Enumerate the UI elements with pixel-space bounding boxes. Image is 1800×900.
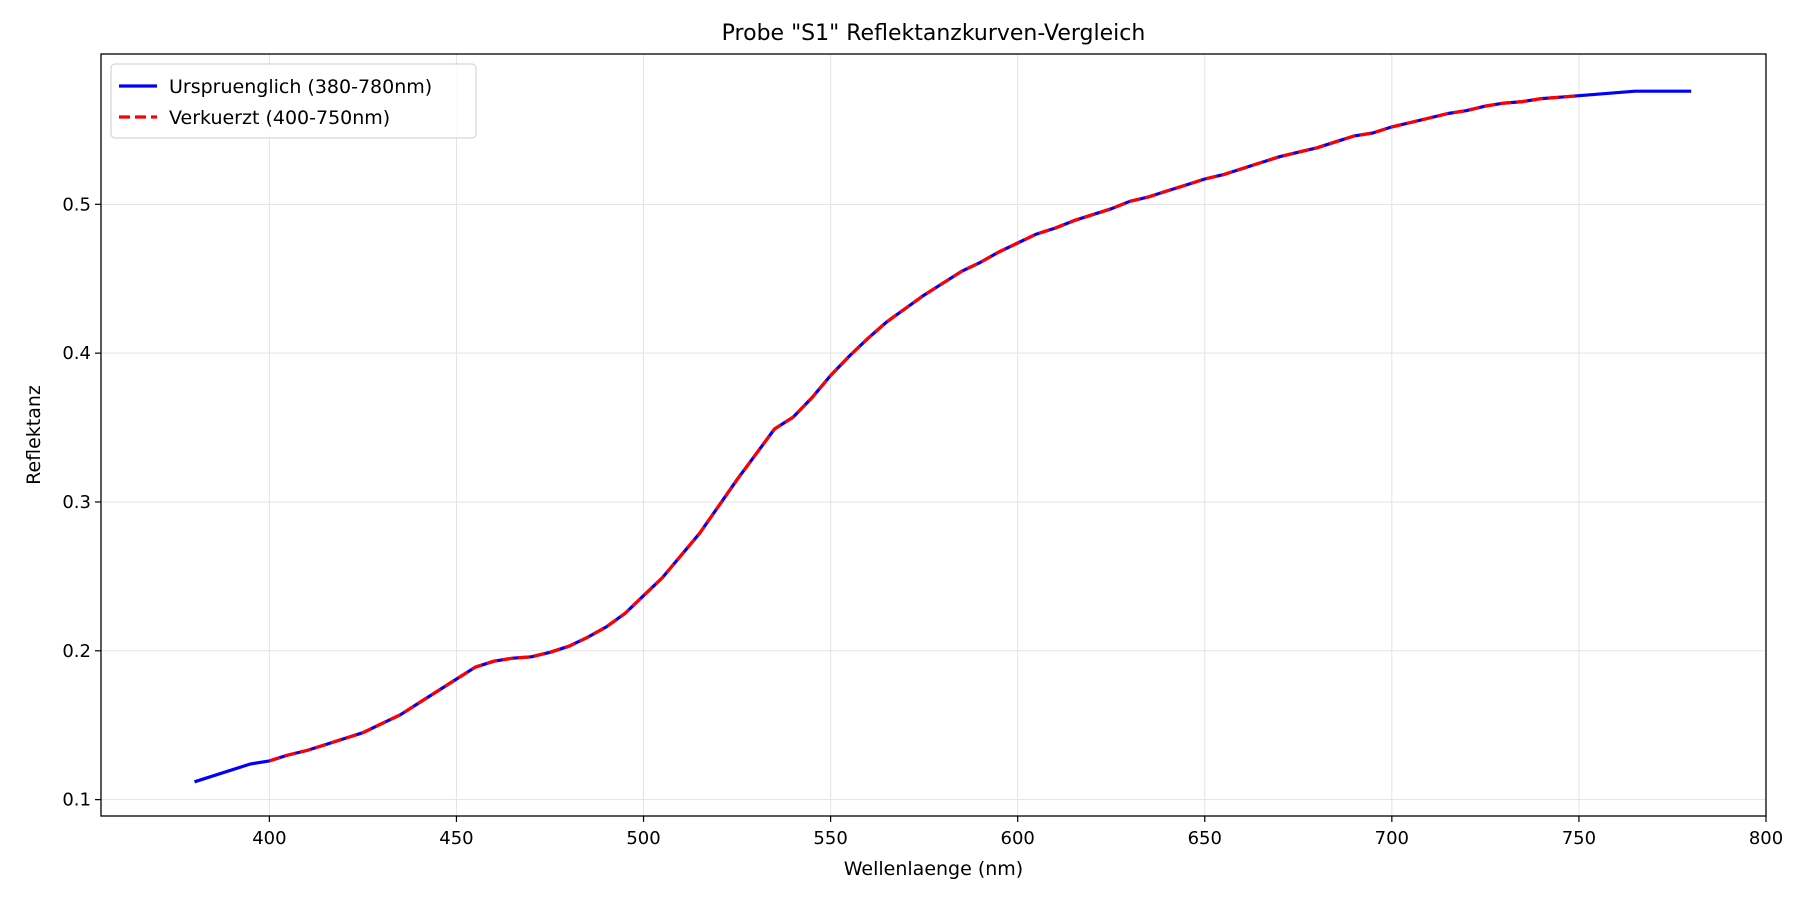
- ticks: 400 450 500 550 600 650 700 750 800 0.1 0.2 0.3 0.4 0…: [62, 194, 1783, 849]
- x-tick-label: 450: [439, 828, 473, 849]
- legend: Urspruenglich (380-780nm) Verkuerzt (400-…: [110, 63, 477, 139]
- y-axis-label: Reflektanz: [23, 385, 45, 485]
- y-tick-label: 0.2: [62, 641, 91, 662]
- y-tick-label: 0.1: [62, 790, 91, 811]
- x-tick-label: 650: [1188, 828, 1222, 849]
- legend-label-0: Urspruenglich (380-780nm): [169, 76, 432, 98]
- y-tick-label: 0.3: [62, 492, 91, 513]
- x-tick-label: 550: [813, 828, 847, 849]
- chart-title: Probe "S1" Reflektanzkurven-Vergleich: [722, 21, 1146, 46]
- x-tick-label: 750: [1562, 828, 1596, 849]
- x-tick-label: 700: [1375, 828, 1409, 849]
- x-axis-label: Wellenlaenge (nm): [844, 858, 1023, 880]
- legend-label-1: Verkuerzt (400-750nm): [169, 107, 390, 129]
- y-tick-label: 0.4: [62, 343, 91, 364]
- plot-frame: [100, 53, 1767, 817]
- x-tick-label: 800: [1749, 828, 1783, 849]
- x-tick-label: 500: [626, 828, 660, 849]
- x-tick-label: 600: [1001, 828, 1035, 849]
- series-line-1: [268, 94, 1580, 763]
- y-tick-label: 0.5: [62, 194, 91, 215]
- legend-box: [110, 63, 477, 139]
- x-tick-label: 400: [252, 828, 286, 849]
- series-layer: [194, 89, 1692, 784]
